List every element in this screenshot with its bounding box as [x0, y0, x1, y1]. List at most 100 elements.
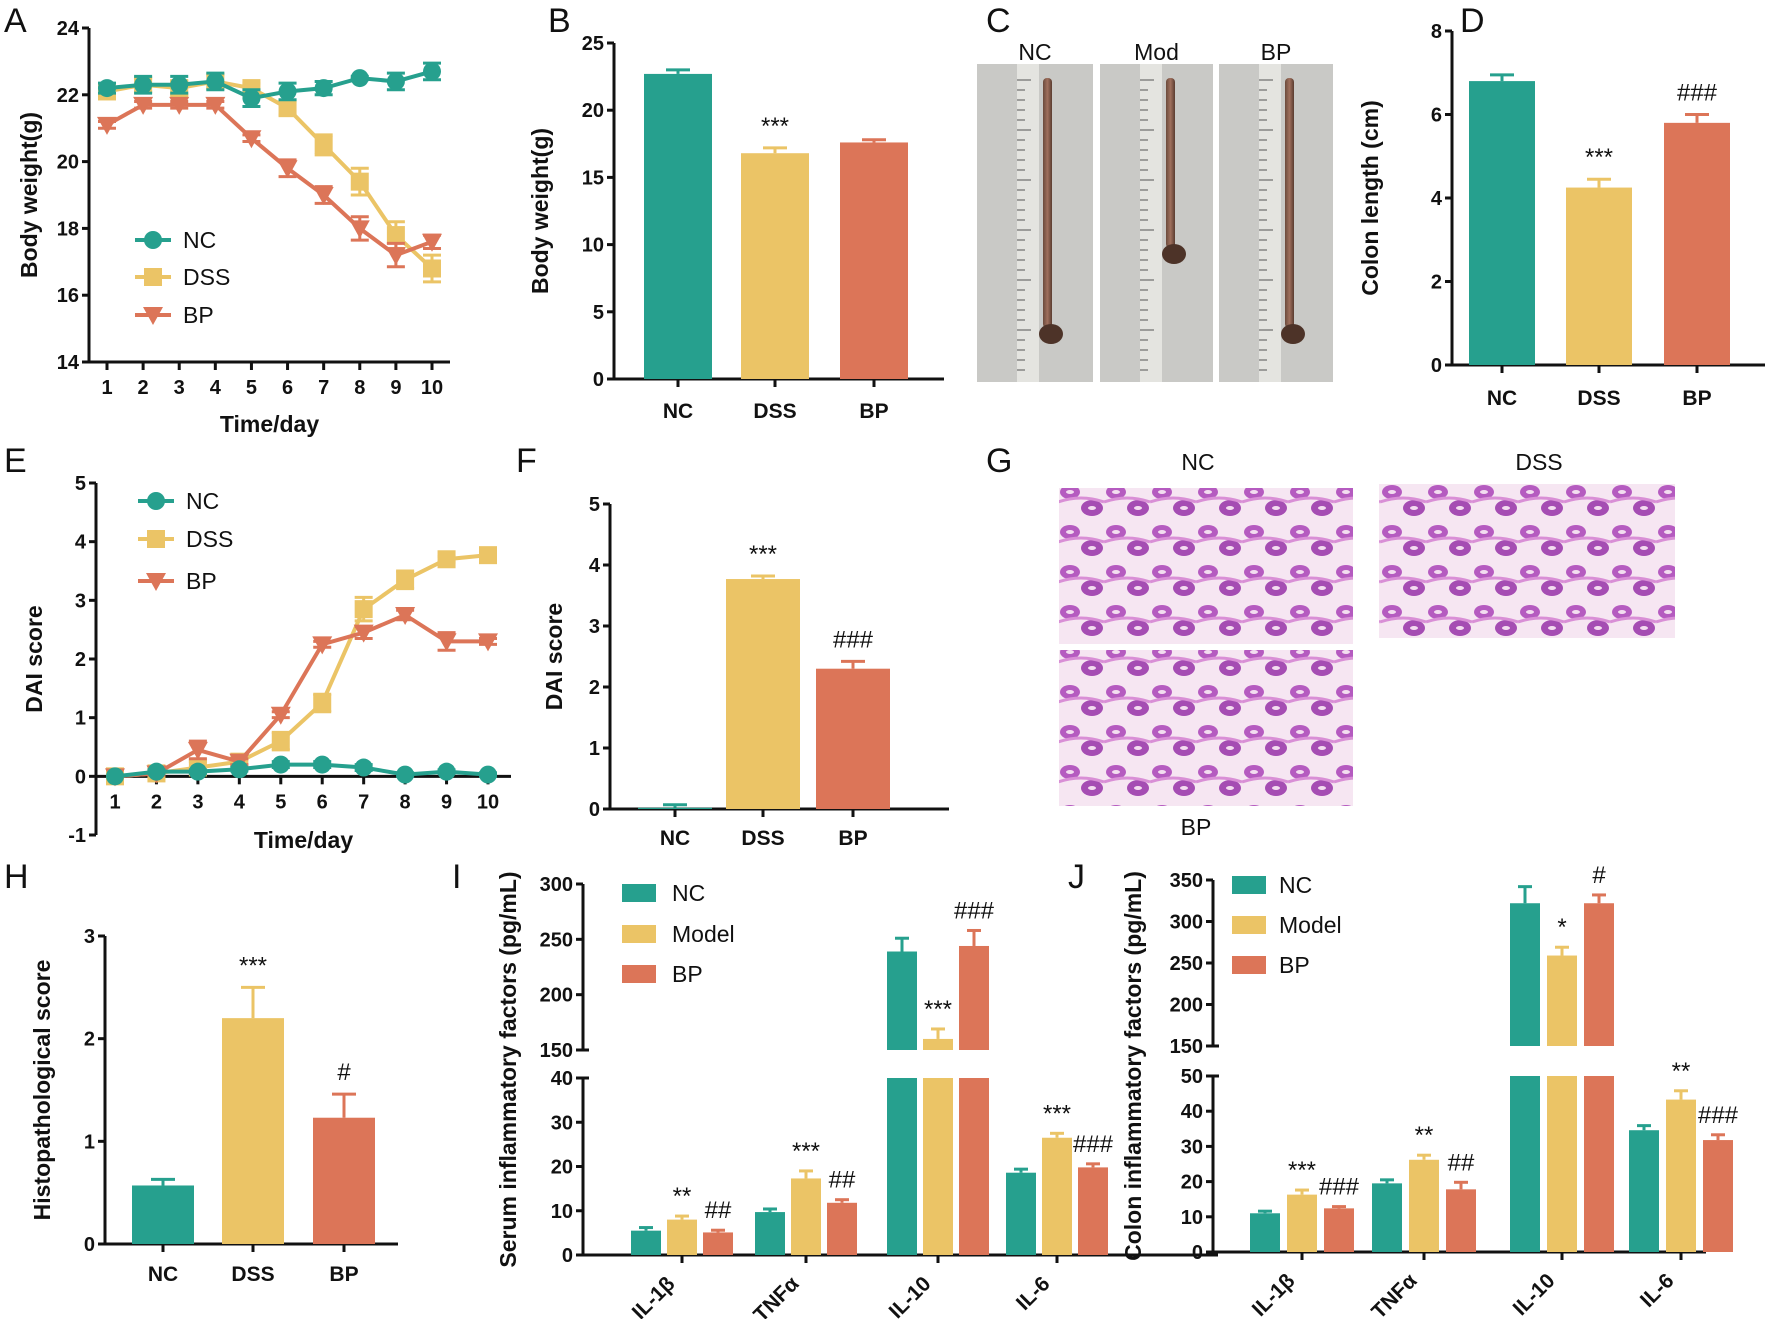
ruler: [1259, 64, 1281, 382]
y-tick-label: 10: [1181, 1207, 1203, 1229]
histology-label: NC: [1181, 449, 1214, 475]
y-tick-label: 0: [1431, 355, 1442, 377]
legend-label: BP: [186, 568, 217, 594]
colon-photo-mod: [1100, 64, 1213, 382]
x-tick-label: 7: [318, 377, 329, 399]
data-point-dss: [314, 135, 333, 154]
significance-label: ##: [705, 1197, 732, 1224]
bar-bp-upper: [959, 945, 989, 1050]
y-tick-label: 0: [562, 1245, 573, 1267]
bar-nc: [1006, 1172, 1036, 1255]
y-tick-label: 3: [589, 616, 600, 638]
x-tick-label: IL-1β: [628, 1272, 680, 1319]
y-tick-label: 4: [589, 555, 601, 577]
histology-image-bp: [1059, 650, 1353, 806]
bar-dss: [726, 579, 800, 809]
x-tick-label: IL-6: [1636, 1269, 1679, 1312]
x-tick-label: 9: [390, 377, 401, 399]
photo-label: NC: [1018, 39, 1051, 65]
bar-nc: [132, 1185, 194, 1244]
bar-nc: [644, 73, 712, 380]
y-tick-label: 30: [1181, 1136, 1203, 1158]
data-point-dss: [437, 550, 456, 569]
y-tick-label: 250: [540, 929, 573, 951]
data-point-bp: [205, 96, 226, 115]
data-point-nc: [147, 762, 166, 781]
histology-image-dss: [1379, 484, 1675, 638]
data-point-nc: [423, 62, 441, 81]
y-tick-label: 5: [589, 494, 600, 516]
legend-swatch-nc: [1232, 876, 1266, 894]
y-tick-label: 1: [75, 708, 86, 730]
data-point-dss: [386, 226, 405, 245]
y-axis-label: Histopathological score: [29, 960, 55, 1221]
data-point-bp: [436, 633, 457, 652]
significance-label: ***: [749, 541, 777, 568]
bar-bp: [1664, 122, 1730, 365]
bar-bp-lower: [1584, 1076, 1614, 1252]
data-point-bp: [241, 130, 262, 149]
colon-tissue: [1166, 78, 1175, 248]
series-line-bp: [106, 102, 433, 258]
bar-nc: [631, 1230, 661, 1255]
y-tick-label: 4: [1431, 188, 1443, 210]
bar-model: [1666, 1099, 1696, 1252]
legend-swatch-nc: [622, 884, 656, 902]
series-line-dss: [114, 553, 489, 779]
y-tick-label: 18: [57, 218, 79, 240]
data-point-bp: [313, 187, 334, 205]
significance-label: ***: [1585, 144, 1613, 171]
y-tick-label: 25: [582, 33, 604, 55]
data-point-nc: [437, 762, 456, 781]
colon-tissue: [1043, 78, 1052, 328]
data-point-bp: [478, 633, 498, 652]
legend-marker-bp: [146, 573, 166, 591]
data-point-nc: [354, 758, 373, 777]
bar-bp-lower: [959, 1078, 989, 1255]
bar-dss: [222, 1018, 284, 1244]
bar-model-upper: [1547, 955, 1577, 1046]
panel-label-b: B: [548, 2, 571, 40]
x-tick-label: IL-1β: [1248, 1269, 1300, 1319]
bar-model: [1409, 1159, 1439, 1252]
legend-label: Model: [1279, 912, 1342, 938]
x-axis-label: Time/day: [220, 411, 319, 437]
bar-model: [791, 1178, 821, 1255]
bar-nc: [1629, 1130, 1659, 1252]
x-tick-label: TNFα: [1367, 1269, 1421, 1319]
x-tick-label: DSS: [231, 1263, 274, 1286]
data-point-bp: [422, 233, 442, 252]
y-tick-label: 50: [1181, 1066, 1203, 1088]
bar-bp: [1703, 1140, 1733, 1252]
x-tick-label: 10: [477, 791, 499, 813]
data-point-nc: [230, 760, 249, 779]
histology-label: BP: [1181, 814, 1212, 840]
cecum: [1162, 244, 1186, 264]
panel-label-h: H: [4, 858, 29, 896]
bar-bp: [1324, 1208, 1354, 1252]
panel-label-c: C: [986, 2, 1011, 40]
y-tick-label: 40: [1181, 1101, 1203, 1123]
x-tick-label: 8: [354, 377, 365, 399]
panel-label-e: E: [4, 442, 27, 480]
legend-swatch-bp: [1232, 956, 1266, 974]
y-axis-label: Serum inflammatory factors (pg/mL): [495, 871, 521, 1267]
x-tick-label: 5: [275, 791, 286, 813]
significance-label: ##: [1448, 1149, 1475, 1176]
data-point-dss: [350, 172, 369, 191]
x-tick-label: 10: [421, 377, 443, 399]
data-point-nc: [170, 75, 189, 94]
x-tick-label: 1: [109, 791, 120, 813]
x-tick-label: IL-10: [1509, 1269, 1560, 1319]
bar-nc: [638, 807, 712, 809]
x-tick-label: TNFα: [749, 1272, 803, 1319]
y-tick-label: 150: [540, 1040, 573, 1062]
bar-model: [1042, 1137, 1072, 1255]
legend-label: BP: [183, 302, 214, 328]
bar-nc-lower: [1510, 1076, 1540, 1252]
y-tick-label: 2: [75, 649, 86, 671]
y-axis-label: DAI score: [21, 605, 47, 712]
bar-nc-lower: [887, 1078, 917, 1255]
y-tick-label: 300: [540, 874, 573, 896]
y-tick-label: 300: [1170, 912, 1203, 934]
